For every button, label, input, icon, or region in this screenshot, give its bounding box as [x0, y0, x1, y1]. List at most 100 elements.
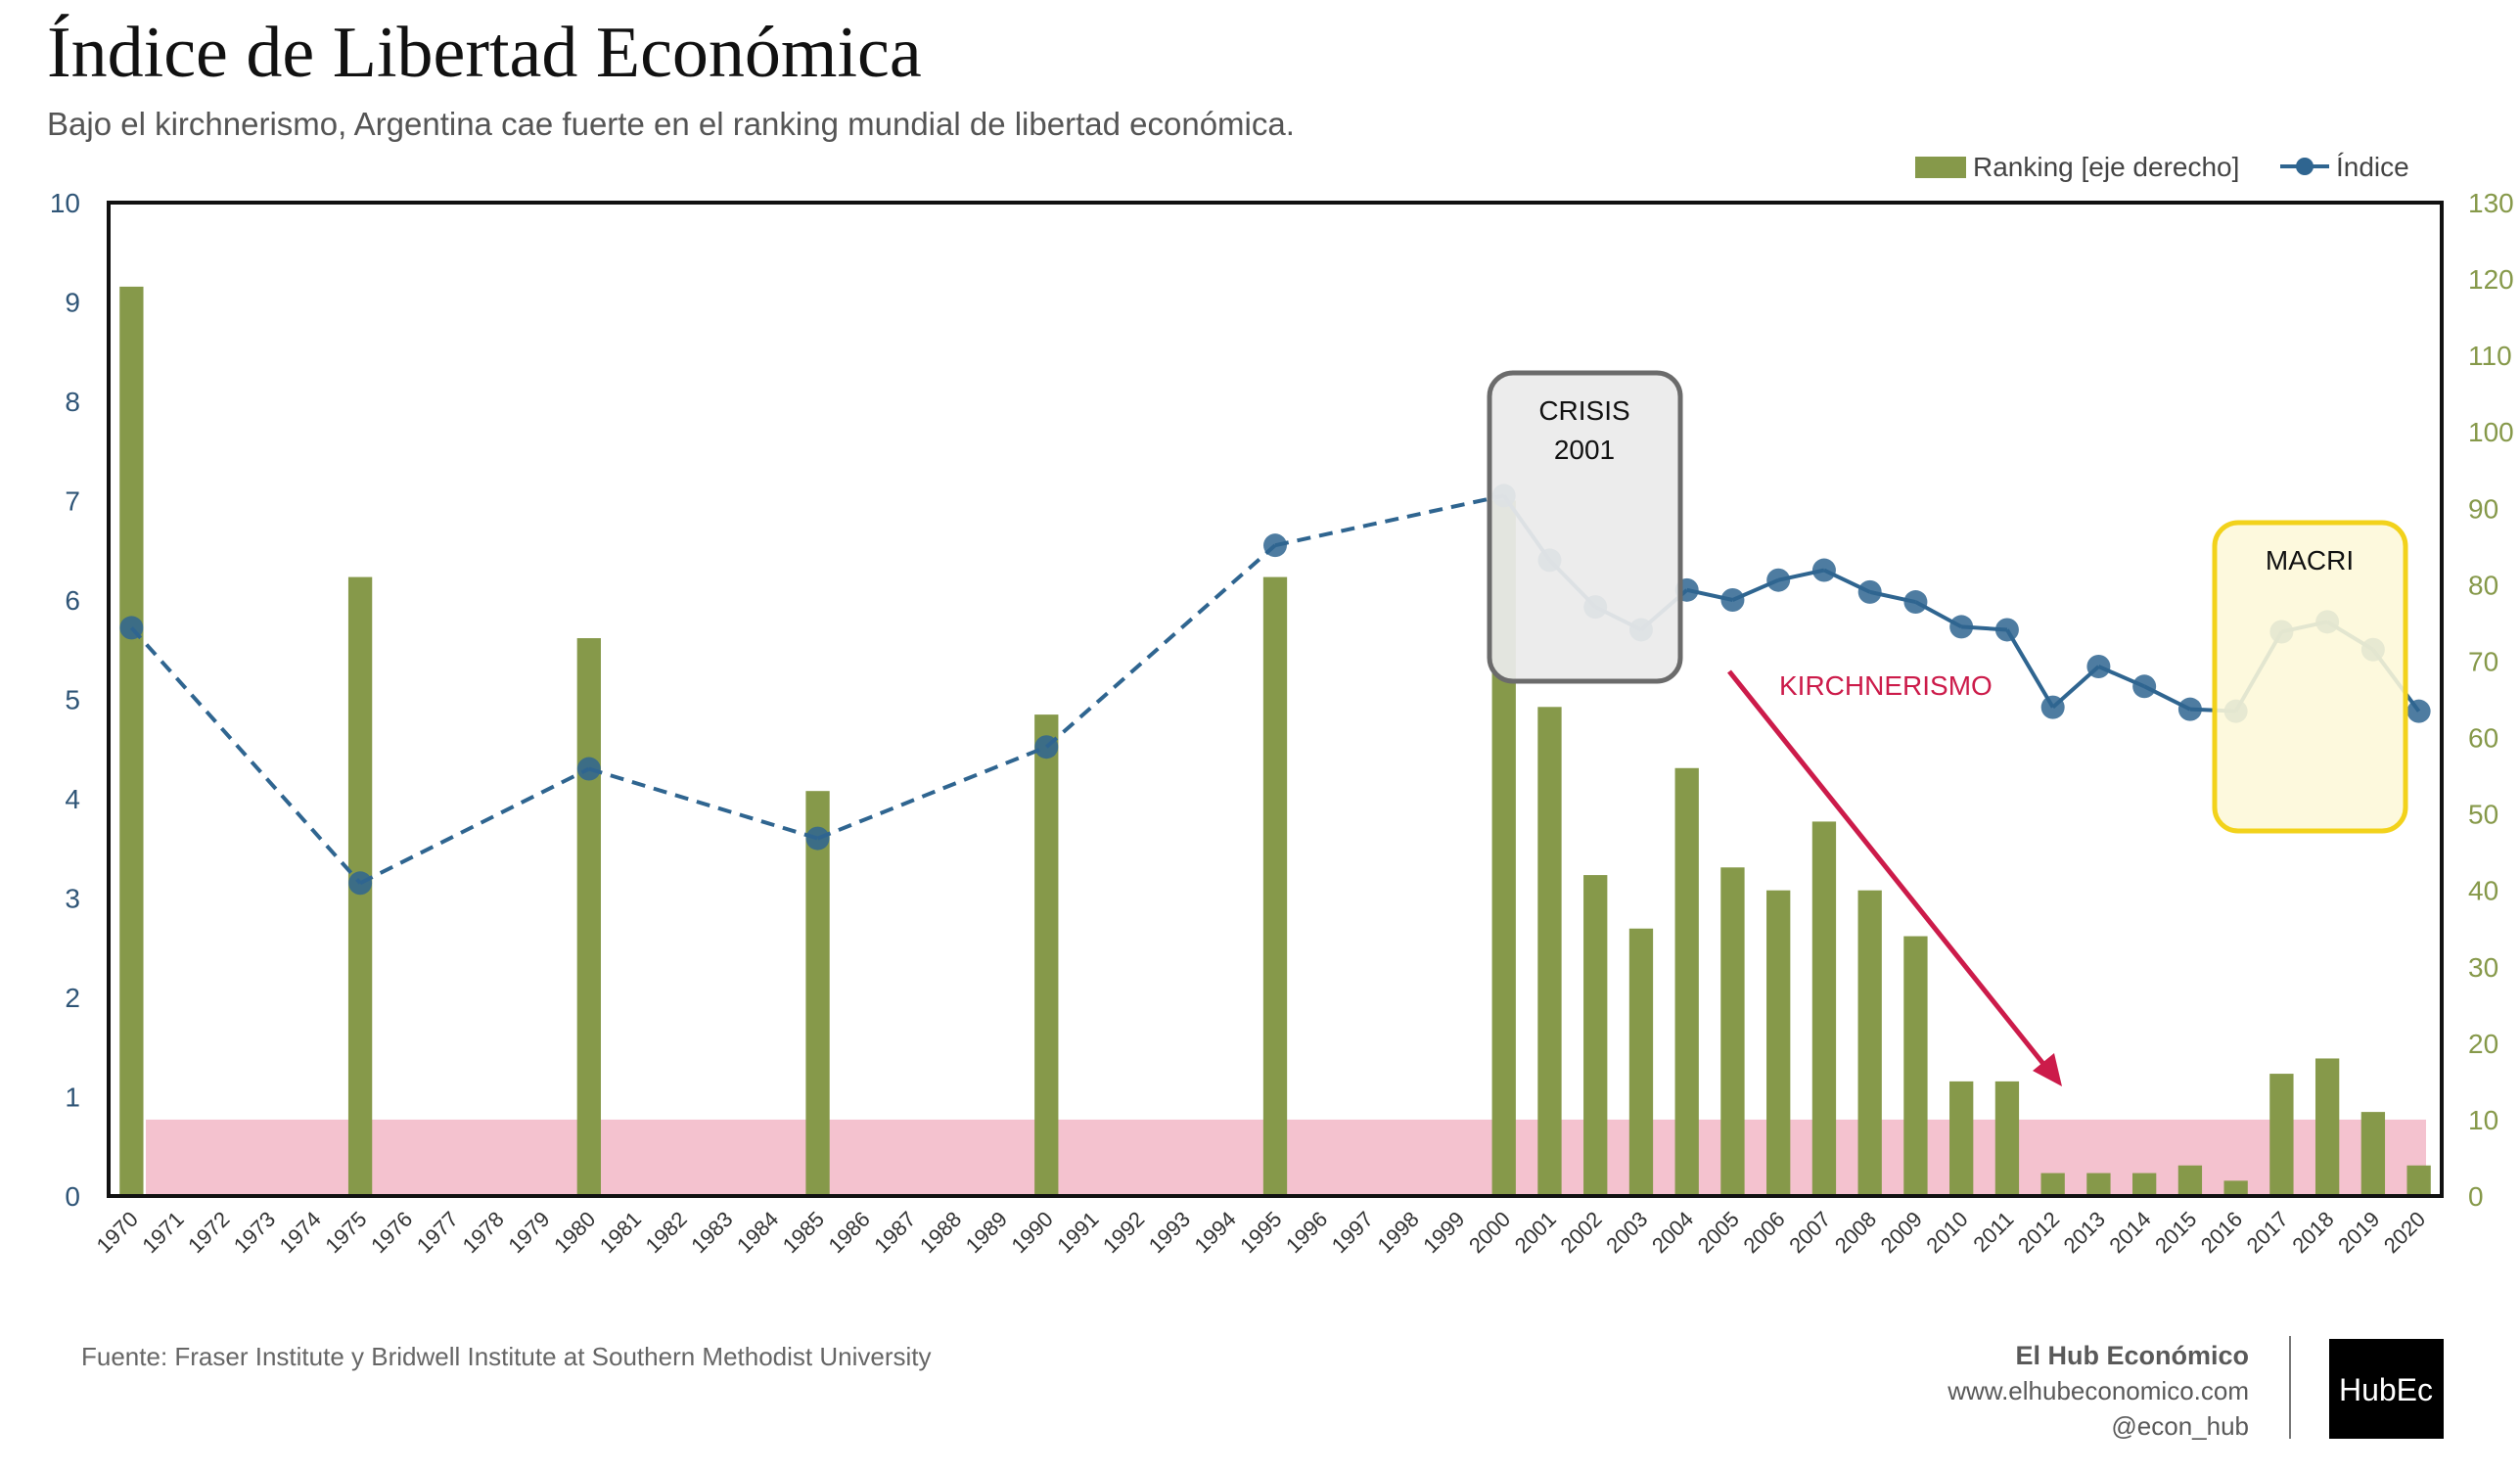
- indice-point-1975: [348, 871, 373, 896]
- indice-point-2005: [1720, 588, 1745, 612]
- x-tick-label-1985: 1985: [778, 1207, 829, 1258]
- left-tick-label: 7: [65, 486, 80, 517]
- x-tick-label-1981: 1981: [595, 1207, 646, 1258]
- legend-ranking-swatch: [1915, 157, 1966, 178]
- x-tick-label-1971: 1971: [137, 1207, 188, 1258]
- indice-segment-1975-1980: [359, 766, 590, 886]
- left-tick-label: 2: [65, 983, 80, 1013]
- x-tick-label-1975: 1975: [320, 1207, 371, 1258]
- x-tick-label-1982: 1982: [641, 1207, 692, 1258]
- x-tick-label-1997: 1997: [1327, 1207, 1378, 1258]
- x-tick-label-1972: 1972: [183, 1207, 234, 1258]
- x-tick-label-1976: 1976: [366, 1207, 417, 1258]
- right-tick-label: 90: [2468, 493, 2498, 524]
- x-tick-label-1992: 1992: [1098, 1207, 1149, 1258]
- right-tick-label: 0: [2468, 1181, 2484, 1212]
- brand-handle: @econ_hub: [2111, 1411, 2249, 1441]
- source-note: Fuente: Fraser Institute y Bridwell Inst…: [81, 1342, 932, 1371]
- x-tick-label-1998: 1998: [1372, 1207, 1423, 1258]
- right-tick-label: 100: [2468, 417, 2514, 447]
- x-tick-label-2007: 2007: [1784, 1207, 1835, 1258]
- bar-2004: [1674, 767, 1699, 1196]
- right-tick-label: 40: [2468, 876, 2498, 906]
- indice-point-1990: [1034, 735, 1059, 760]
- indice-point-1970: [119, 616, 144, 640]
- right-tick-label: 10: [2468, 1105, 2498, 1135]
- right-tick-label: 110: [2468, 341, 2512, 371]
- x-tick-label-2009: 2009: [1876, 1207, 1927, 1258]
- right-tick-label: 130: [2468, 188, 2514, 218]
- x-tick-label-2008: 2008: [1830, 1207, 1881, 1258]
- right-tick-label: 80: [2468, 570, 2498, 600]
- bar-2009: [1903, 936, 1928, 1196]
- bar-1995: [1262, 576, 1288, 1196]
- right-tick-label: 60: [2468, 723, 2498, 754]
- x-tick-label-1974: 1974: [275, 1207, 326, 1258]
- indice-point-2009: [1903, 590, 1928, 615]
- indice-point-1995: [1263, 533, 1287, 558]
- x-tick-label-2013: 2013: [2059, 1207, 2110, 1258]
- crisis-2001-box: [1487, 370, 1683, 684]
- x-tick-label-2012: 2012: [2013, 1207, 2064, 1258]
- bar-2010: [1949, 1081, 1974, 1196]
- bar-2013: [2086, 1173, 2111, 1196]
- left-tick-label: 6: [65, 585, 80, 616]
- indice-point-2015: [2177, 697, 2202, 721]
- brand-url: www.elhubeconomico.com: [1947, 1376, 2249, 1405]
- x-tick-label-2015: 2015: [2150, 1207, 2201, 1258]
- bar-1990: [1034, 714, 1059, 1196]
- x-tick-label-1983: 1983: [686, 1207, 737, 1258]
- x-tick-label-1993: 1993: [1144, 1207, 1195, 1258]
- bar-2017: [2269, 1074, 2294, 1196]
- x-tick-label-1980: 1980: [549, 1207, 600, 1258]
- x-tick-label-1978: 1978: [458, 1207, 509, 1258]
- chart-title: Índice de Libertad Económica: [47, 13, 922, 93]
- indice-point-2013: [2086, 655, 2111, 679]
- right-tick-label: 50: [2468, 800, 2498, 830]
- x-tick-label-1995: 1995: [1235, 1207, 1286, 1258]
- left-tick-label: 5: [65, 685, 80, 715]
- x-tick-label-2016: 2016: [2196, 1207, 2247, 1258]
- bar-2012: [2040, 1173, 2065, 1196]
- bar-2007: [1811, 821, 1837, 1196]
- x-tick-label-2010: 2010: [1921, 1207, 1972, 1258]
- x-tick-label-2019: 2019: [2333, 1207, 2384, 1258]
- left-tick-label: 3: [65, 884, 80, 914]
- bar-2011: [1994, 1081, 2020, 1196]
- indice-segment-1985-1990: [816, 745, 1048, 841]
- left-tick-label: 0: [65, 1181, 80, 1212]
- x-tick-label-2017: 2017: [2242, 1207, 2293, 1258]
- x-tick-label-1990: 1990: [1007, 1207, 1058, 1258]
- indice-segment-1995-2000: [1274, 493, 1505, 548]
- bar-2014: [2132, 1173, 2157, 1196]
- indice-point-2010: [1949, 615, 1974, 639]
- x-tick-label-1996: 1996: [1281, 1207, 1332, 1258]
- brand-name: El Hub Económico: [2015, 1341, 2249, 1370]
- legend-ranking-label: Ranking [eje derecho]: [1973, 152, 2239, 182]
- bar-2003: [1628, 928, 1654, 1196]
- macri-box: [2212, 520, 2408, 834]
- indice-point-2011: [1994, 618, 2019, 642]
- x-tick-label-1994: 1994: [1189, 1207, 1240, 1258]
- legend-indice-label: Índice: [2336, 152, 2409, 182]
- bar-2001: [1537, 707, 1562, 1196]
- indice-segment-1970-1975: [129, 626, 362, 885]
- crisis-label-line2: 2001: [1554, 435, 1615, 465]
- legend-indice-marker: [2296, 158, 2314, 175]
- left-tick-label: 8: [65, 387, 80, 417]
- logo-text: HubEc: [2339, 1372, 2433, 1407]
- left-tick-label: 10: [50, 188, 80, 218]
- indice-point-2007: [1811, 558, 1836, 582]
- x-tick-label-1970: 1970: [92, 1207, 143, 1258]
- x-tick-label-2001: 2001: [1510, 1207, 1561, 1258]
- x-tick-label-1988: 1988: [915, 1207, 966, 1258]
- x-tick-label-1999: 1999: [1418, 1207, 1469, 1258]
- x-tick-label-2011: 2011: [1968, 1207, 2018, 1257]
- bar-2020: [2406, 1165, 2431, 1196]
- x-tick-label-2014: 2014: [2104, 1207, 2155, 1258]
- x-tick-label-1991: 1991: [1052, 1207, 1103, 1258]
- x-tick-label-1989: 1989: [961, 1207, 1012, 1258]
- bar-1980: [576, 638, 601, 1196]
- legend: Ranking [eje derecho] Índice: [1915, 152, 2409, 182]
